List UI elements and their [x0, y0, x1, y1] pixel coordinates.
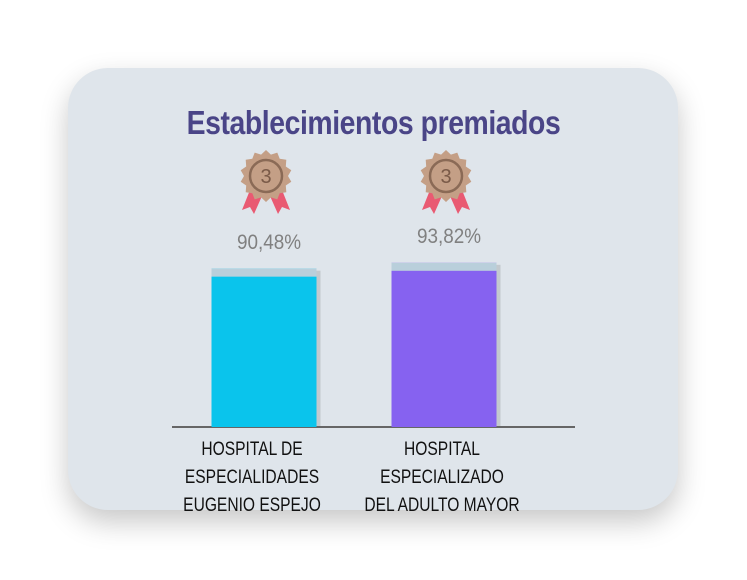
svg-text:3: 3: [440, 166, 451, 188]
bar-cap: [211, 268, 317, 277]
category-label: HOSPITAL DE ESPECIALIDADES EUGENIO ESPEJ…: [154, 436, 351, 520]
bronze-medal-icon: 3: [236, 150, 296, 220]
category-label-line: DEL ADULTO MAYOR: [364, 495, 520, 516]
bar-1: [211, 268, 317, 427]
svg-text:3: 3: [260, 166, 271, 188]
category-label: HOSPITAL ESPECIALIZADO DEL ADULTO MAYOR: [344, 436, 541, 520]
bronze-medal-icon: 3: [416, 150, 476, 220]
chart-card: [68, 68, 678, 510]
bar-2: [391, 262, 497, 427]
bar-cap: [391, 262, 497, 271]
category-label-line: HOSPITAL ESPECIALIZADO: [380, 439, 504, 488]
category-label-line: EUGENIO ESPEJO: [183, 495, 321, 516]
data-label: 90,48%: [236, 230, 302, 254]
chart-title: Establecimientos premiados: [186, 104, 561, 141]
data-label: 93,82%: [416, 224, 482, 248]
category-label-line: HOSPITAL DE ESPECIALIDADES: [184, 439, 320, 488]
